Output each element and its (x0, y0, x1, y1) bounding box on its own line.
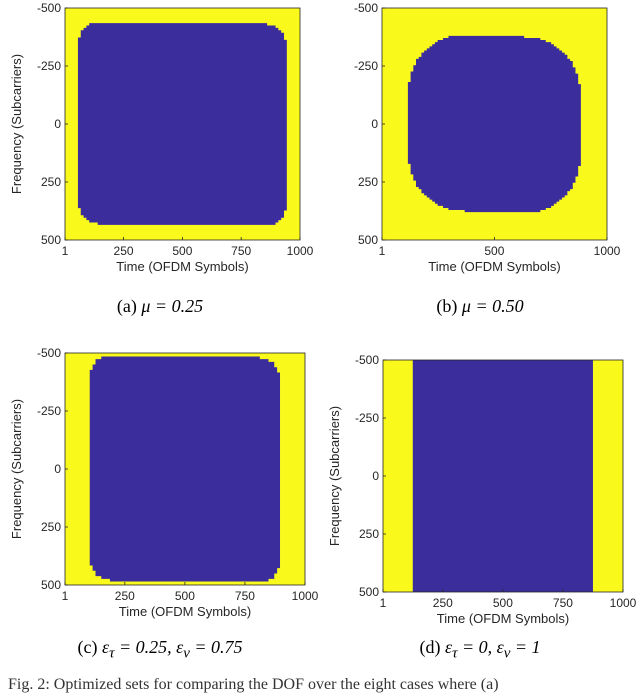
panel-b-y-tick-label: 0 (371, 117, 378, 131)
panel-b-y-tick-label: 500 (358, 233, 378, 247)
panel-c-y-tick-label: 500 (41, 578, 61, 592)
panel-d-caption: (d) ετ = 0, εν = 1 (419, 637, 541, 662)
panel-d-y-tick-label: -250 (355, 411, 379, 425)
panel-a-y-tick-label: 250 (41, 175, 61, 189)
panel-a-x-tick-label: 750 (231, 244, 251, 258)
panel-c-optimized-region (89, 356, 281, 582)
panel-c-x-tick-label: 1000 (292, 589, 319, 603)
panel-a-y-tick-label: 0 (54, 117, 61, 131)
panel-a-y-axis-label: Frequency (Subcarriers) (9, 54, 24, 194)
panel-b-y-tick-label: -500 (354, 1, 378, 15)
panel-d-x-axis-label: Time (OFDM Symbols) (437, 611, 569, 626)
panel-b-x-tick-label: 1 (379, 244, 386, 258)
panel-c-x-axis-label: Time (OFDM Symbols) (119, 604, 251, 619)
panel-b-x-tick-label: 500 (484, 244, 504, 258)
panel-b-y-tick-label: -250 (354, 59, 378, 73)
panel-a-caption: (a) μ = 0.25 (116, 296, 204, 316)
figure-caption: Fig. 2: Optimized sets for comparing the… (8, 676, 499, 693)
panel-a-x-tick-label: 250 (114, 244, 134, 258)
panel-d-x-tick-label: 250 (433, 596, 453, 610)
panel-d-y-tick-label: -500 (355, 353, 379, 367)
panel-c-y-tick-label: 250 (41, 520, 61, 534)
panel-c-caption: (c) ετ = 0.25, εν = 0.75 (77, 637, 243, 662)
panel-a-x-tick-label: 1 (62, 244, 69, 258)
panel-d-x-tick-label: 1 (380, 596, 387, 610)
panel-d-y-tick-label: 250 (359, 527, 379, 541)
panel-a-x-tick-label: 500 (172, 244, 192, 258)
panel-c-x-tick-label: 750 (235, 589, 255, 603)
panel-b-optimized-region (407, 35, 581, 213)
panel-b-caption: (b) μ = 0.50 (436, 296, 524, 316)
panel-d-y-axis-label: Frequency (Subcarriers) (327, 406, 342, 546)
panel-d-y-tick-label: 500 (359, 585, 379, 599)
panel-d-y-tick-label: 0 (372, 469, 379, 483)
panel-a-y-tick-label: -500 (37, 1, 61, 15)
panel-c-x-tick-label: 250 (115, 589, 135, 603)
panel-a-y-tick-label: 500 (41, 233, 61, 247)
panel-a-x-axis-label: Time (OFDM Symbols) (116, 259, 248, 274)
panel-b-x-tick-label: 1000 (594, 244, 621, 258)
panel-a-y-tick-label: -250 (37, 59, 61, 73)
panel-d-x-tick-label: 750 (553, 596, 573, 610)
panel-b-y-tick-label: 250 (358, 175, 378, 189)
panel-d-x-tick-label: 500 (493, 596, 513, 610)
panel-b-x-axis-label: Time (OFDM Symbols) (428, 259, 560, 274)
panel-c-y-axis-label: Frequency (Subcarriers) (9, 399, 24, 539)
panel-c-y-tick-label: -500 (37, 346, 61, 360)
panel-c-y-tick-label: 0 (54, 462, 61, 476)
panel-d-x-tick-label: 1000 (610, 596, 637, 610)
panel-a-optimized-region (77, 23, 287, 225)
panel-a-x-tick-label: 1000 (287, 244, 314, 258)
panel-d-optimized-region (412, 360, 593, 592)
panel-c-x-tick-label: 500 (175, 589, 195, 603)
panel-c-x-tick-label: 1 (62, 589, 69, 603)
panel-c-y-tick-label: -250 (37, 404, 61, 418)
